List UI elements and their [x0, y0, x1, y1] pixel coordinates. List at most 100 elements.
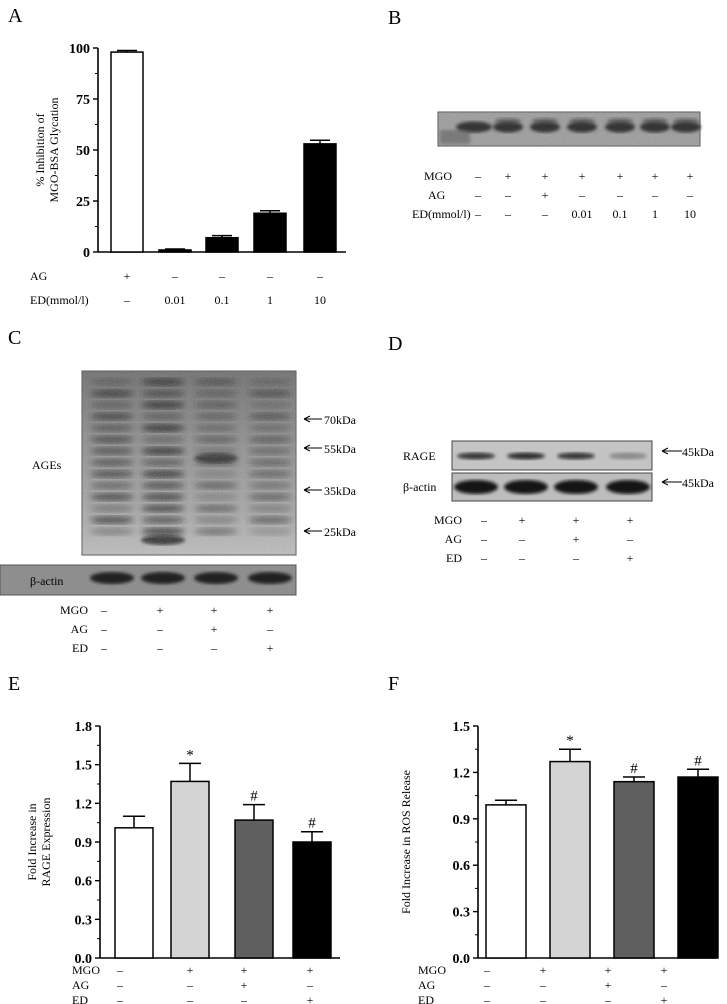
treatment-value: + — [542, 169, 549, 183]
treatment-value: – — [210, 641, 218, 655]
blot-d-treatments: MGO – + + + AG – – + – ED – – – + — [434, 513, 634, 565]
y-tick-label: 0.0 — [453, 952, 471, 967]
treatment-value: – — [651, 188, 659, 202]
treatment-value: 10 — [684, 207, 696, 221]
gel-ladder — [440, 130, 470, 144]
actin-band — [454, 480, 498, 494]
gel-band-upper — [607, 118, 633, 124]
treatment-value: + — [579, 169, 586, 183]
treatment-label: ED — [72, 993, 88, 1004]
treatment-value: 10 — [314, 293, 326, 307]
treatment-value: – — [480, 513, 488, 527]
treatment-value: – — [306, 978, 314, 992]
actin-band — [141, 572, 185, 584]
bar — [303, 143, 337, 253]
y-tick-label: 0 — [83, 246, 90, 261]
blot-c-texture — [82, 371, 296, 555]
treatment-value: – — [616, 188, 624, 202]
panel-label-a: A — [8, 5, 23, 27]
treatment-value: – — [480, 532, 488, 546]
actin-band — [90, 572, 134, 584]
blot-b: MGO – + + + + + +AG – – + – – – –ED(mmol/l) – – –0.01 0.1 1… — [412, 111, 701, 221]
treatment-value: – — [100, 622, 108, 636]
gel-band — [640, 121, 670, 133]
svg-text:45kDa: 45kDa — [682, 445, 715, 459]
treatment-value: + — [241, 978, 248, 992]
y-tick-label: 25 — [76, 195, 90, 210]
treatment-label: AG — [418, 978, 436, 992]
y-tick-label: 1.5 — [75, 759, 93, 774]
treatment-label: AG — [72, 978, 90, 992]
treatment-value: – — [316, 269, 324, 283]
rage-band — [507, 452, 545, 460]
treatment-value: – — [483, 963, 491, 977]
y-tick-label: 0.3 — [75, 913, 93, 928]
rage-band — [457, 452, 495, 460]
bar — [205, 236, 239, 253]
treatment-value: – — [518, 532, 526, 546]
bar — [110, 51, 144, 253]
actin-band — [606, 480, 650, 494]
treatment-value: – — [474, 188, 482, 202]
treatment-value: + — [542, 188, 549, 202]
chart-f: 0.0 0.3 0.6 0.9 1.2 1.5 Fold Increase in ROS R… — [399, 720, 719, 1004]
treatment-value: – — [266, 622, 274, 636]
blot-c-actin-image — [0, 564, 297, 596]
treatment-value: – — [504, 207, 512, 221]
actin-band — [248, 572, 292, 584]
blot-c-actin-label: β-actin — [30, 574, 63, 588]
gel-band — [493, 121, 523, 133]
blot-c-actin-bands — [90, 572, 292, 584]
panel-label-d: D — [388, 333, 402, 355]
treatment-label: AG — [445, 532, 463, 546]
bar — [114, 827, 154, 959]
treatment-label: MGO — [434, 513, 462, 527]
svg-text:45kDa: 45kDa — [682, 476, 715, 490]
treatment-value: – — [100, 603, 108, 617]
treatment-label: MGO — [72, 963, 100, 977]
y-tick-label: 0.0 — [75, 952, 93, 967]
bar — [613, 780, 655, 959]
blot-d-marker-2: 45kDa — [661, 476, 715, 490]
treatment-value: + — [573, 513, 580, 527]
bar — [253, 212, 287, 253]
marker-arrowhead — [303, 415, 311, 423]
treatment-value: – — [578, 188, 586, 202]
actin-band — [554, 480, 598, 494]
y-tick-label: 0.9 — [453, 813, 471, 828]
y-axis-title: Fold Increase in ROS Release — [399, 770, 413, 914]
blot-d-marker-1: 45kDa — [661, 445, 715, 459]
blot-d-rage-bands — [457, 452, 647, 460]
treatment-label: ED — [72, 641, 88, 655]
blot-d-label: RAGE — [403, 449, 436, 463]
y-tick-label: 50 — [76, 144, 90, 159]
blot-c-markers: 70kDa 55kDa 35kDa 25kDa — [303, 413, 357, 539]
gel-band-upper — [569, 118, 595, 124]
treatment-value: + — [540, 963, 547, 977]
marker-arrowhead — [303, 444, 311, 452]
treatment-value: – — [686, 188, 694, 202]
gel-band — [671, 121, 701, 133]
y-axis-title: Fold Increase in — [25, 803, 39, 880]
y-tick-label: 0.6 — [75, 875, 93, 890]
treatment-value: – — [474, 169, 482, 183]
y-tick-label: 1.5 — [453, 720, 471, 735]
bar — [158, 249, 192, 253]
treatment-label: MGO — [424, 169, 452, 183]
marker-label: 70kDa — [324, 413, 357, 427]
y-tick-label: 0.6 — [453, 859, 471, 874]
treatment-value: + — [505, 169, 512, 183]
significance-mark: # — [250, 789, 258, 805]
gel-band-upper — [642, 118, 668, 124]
treatment-value: – — [626, 532, 634, 546]
treatment-value: + — [124, 269, 131, 283]
treatment-value: – — [504, 188, 512, 202]
treatment-value: – — [123, 293, 131, 307]
y-tick-label: 100 — [69, 42, 90, 57]
treatment-value: – — [572, 551, 580, 565]
significance-mark: # — [630, 761, 638, 777]
marker-label: 25kDa — [324, 525, 357, 539]
panel-label-c: C — [8, 327, 21, 349]
treatment-value: + — [211, 603, 218, 617]
